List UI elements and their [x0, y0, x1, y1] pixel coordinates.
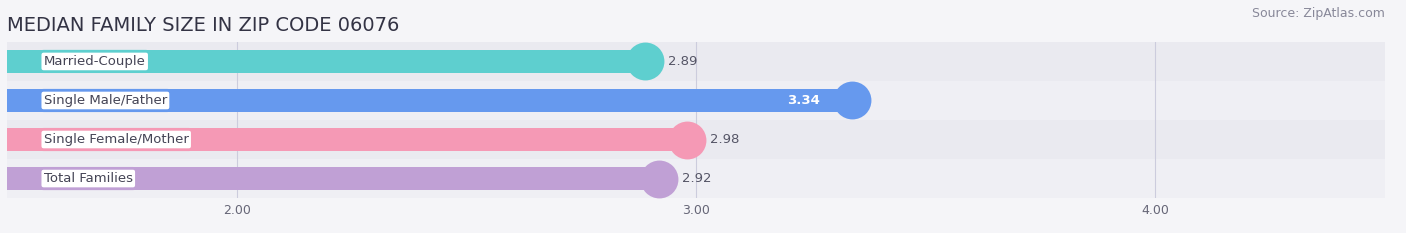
Bar	[7, 167, 659, 190]
Bar	[7, 159, 1385, 198]
Text: Married-Couple: Married-Couple	[44, 55, 146, 68]
Text: 2.89: 2.89	[668, 55, 697, 68]
Text: 2.98: 2.98	[710, 133, 740, 146]
Bar	[7, 89, 852, 112]
Bar	[7, 120, 1385, 159]
Bar	[7, 42, 1385, 81]
Text: 3.34: 3.34	[787, 94, 820, 107]
Bar	[7, 50, 645, 73]
Text: Single Male/Father: Single Male/Father	[44, 94, 167, 107]
Bar	[7, 128, 686, 151]
Text: 2.92: 2.92	[682, 172, 711, 185]
Text: Source: ZipAtlas.com: Source: ZipAtlas.com	[1251, 7, 1385, 20]
Bar	[7, 81, 1385, 120]
Text: MEDIAN FAMILY SIZE IN ZIP CODE 06076: MEDIAN FAMILY SIZE IN ZIP CODE 06076	[7, 16, 399, 35]
Text: Single Female/Mother: Single Female/Mother	[44, 133, 188, 146]
Text: Total Families: Total Families	[44, 172, 132, 185]
